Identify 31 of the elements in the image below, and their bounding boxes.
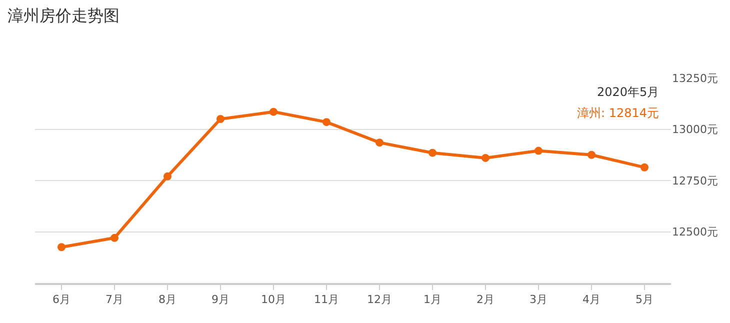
point	[482, 154, 490, 162]
point	[588, 150, 596, 159]
chart-title: 漳州房价走势图	[7, 6, 120, 25]
point	[428, 148, 436, 157]
y-tick-label: 13000元	[672, 123, 718, 136]
x-tick-label: 12月	[367, 293, 392, 306]
x-tick-label: 1月	[424, 293, 442, 306]
point	[376, 138, 384, 147]
x-tick-label: 6月	[52, 293, 70, 306]
point	[216, 115, 224, 123]
point	[640, 163, 648, 172]
point	[58, 243, 66, 252]
x-tick-label: 9月	[212, 293, 230, 306]
point	[270, 108, 278, 116]
point	[164, 172, 172, 180]
x-tick-label: 3月	[530, 293, 548, 306]
x-tick-label: 10月	[261, 293, 286, 306]
point	[110, 234, 118, 242]
annotation: 2020年5月	[597, 85, 660, 99]
x-tick-label: 7月	[106, 293, 124, 306]
x-tick-label: 11月	[314, 293, 339, 306]
annotation: 漳州: 12814元	[577, 106, 660, 120]
x-tick-label: 4月	[582, 293, 600, 306]
point	[534, 146, 542, 155]
y-tick-label: 13250元	[672, 72, 718, 85]
y-tick-label: 12500元	[672, 226, 718, 239]
point	[322, 118, 330, 126]
y-tick-label: 12750元	[672, 174, 718, 188]
x-tick-label: 5月	[636, 293, 654, 306]
x-tick-label: 8月	[158, 293, 176, 306]
x-tick-label: 2月	[476, 293, 494, 306]
